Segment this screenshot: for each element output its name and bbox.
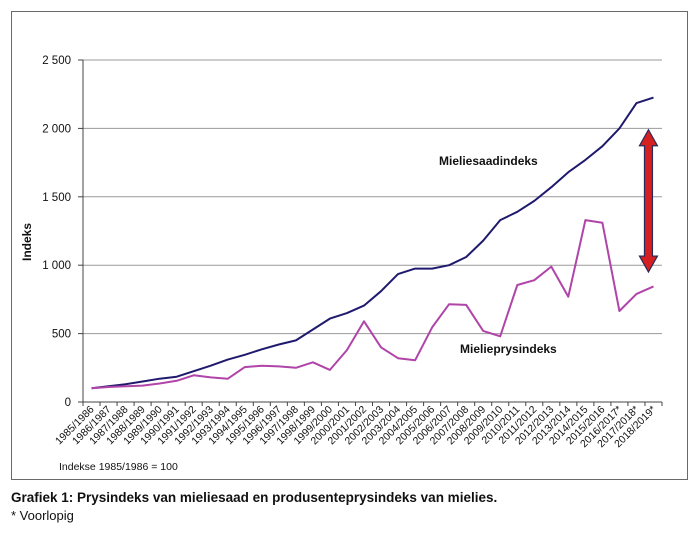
figure-caption: Grafiek 1: Prysindeks van mieliesaad en …: [11, 490, 498, 505]
series-line-mieliesaadindeks: [91, 96, 654, 390]
y-tick-label-500: 500: [52, 329, 71, 341]
y-axis-title: Indeks: [20, 223, 34, 261]
index-note: Indekse 1985/1986 = 100: [59, 461, 178, 473]
series-label-mielieprysindeks: Mielieprysindeks: [460, 342, 557, 356]
grid-layer: [83, 59, 662, 335]
y-tick-label-0: 0: [65, 397, 71, 409]
chart-frame: 0 500 1 000 1 500 2 000 2 500 1985/1986 1986/19…: [11, 11, 688, 480]
annotation-layer: [638, 128, 659, 274]
y-tick-label-2000: 2 000: [42, 123, 71, 135]
series-label-mieliesaadindeks: Mieliesaadindeks: [439, 154, 538, 168]
footnote: * Voorlopig: [11, 508, 74, 523]
y-tick-label-1500: 1 500: [42, 192, 71, 204]
series-layer: [91, 96, 654, 390]
series-line-mielieprysindeks: [91, 219, 654, 390]
y-tick-label-2500: 2 500: [42, 55, 71, 67]
double-arrow-annotation: [638, 128, 659, 274]
y-tick-label-1000: 1 000: [42, 260, 71, 272]
